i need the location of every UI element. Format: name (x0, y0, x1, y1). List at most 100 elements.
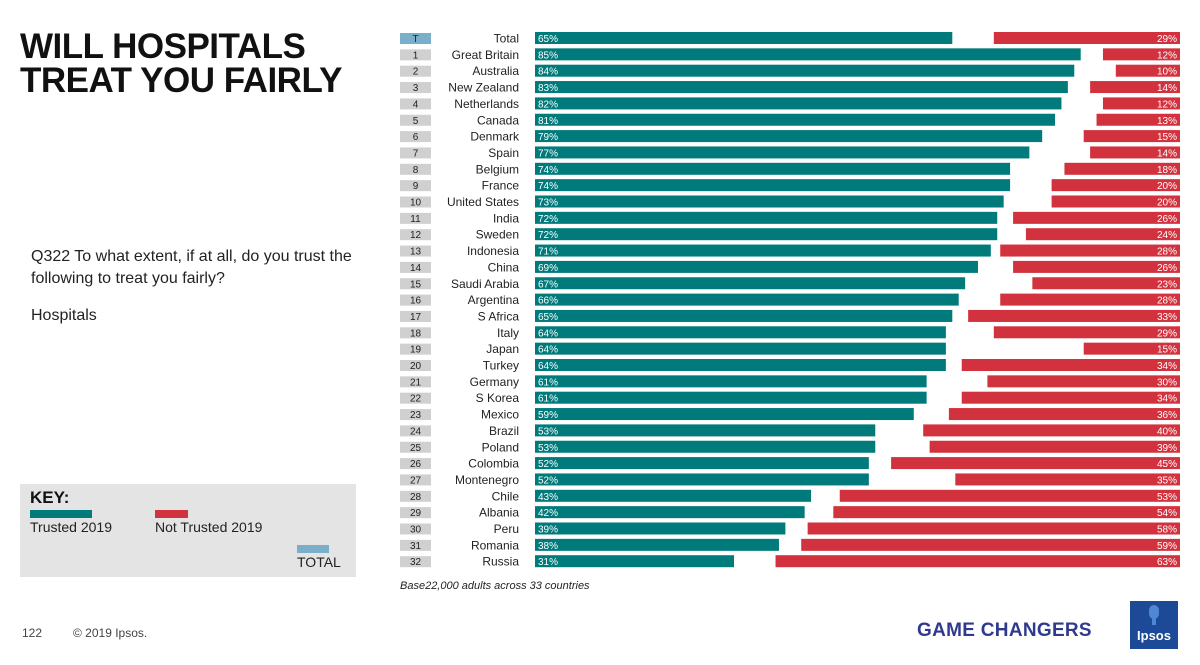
page-title: WILL HOSPITALS TREAT YOU FAIRLY (20, 27, 342, 100)
rank-label: 11 (410, 214, 421, 225)
country-label: Mexico (481, 408, 519, 422)
rank-box (400, 147, 431, 159)
country-label: Argentina (468, 293, 520, 307)
rank-label: 4 (413, 99, 419, 110)
trusted-value-label: 79% (538, 132, 558, 143)
logo-mark-icon (1149, 605, 1159, 625)
rank-label: 18 (410, 328, 422, 339)
rank-box (400, 261, 431, 273)
country-label: Russia (482, 555, 519, 569)
country-label: Peru (494, 522, 519, 536)
not-trusted-value-label: 29% (1157, 328, 1177, 339)
trusted-bar (535, 179, 1011, 192)
rank-box (400, 180, 431, 192)
country-label: Indonesia (467, 244, 519, 258)
rank-label: 9 (413, 181, 419, 192)
rank-box (400, 490, 431, 502)
not-trusted-value-label: 13% (1157, 116, 1177, 127)
rank-label: 5 (413, 116, 419, 127)
trusted-value-label: 69% (538, 263, 558, 274)
rank-box (400, 474, 431, 486)
country-label: Romania (471, 538, 519, 552)
trusted-bar (535, 48, 1081, 61)
legend-label-trusted: Trusted 2019 (30, 519, 112, 535)
not-trusted-bar (968, 309, 1180, 322)
not-trusted-value-label: 15% (1157, 345, 1177, 356)
rank-box (400, 212, 431, 224)
rank-label: 7 (413, 148, 419, 159)
trusted-bar (535, 522, 786, 535)
not-trusted-bar (1051, 179, 1180, 192)
copyright: © 2019 Ipsos. (73, 626, 148, 640)
not-trusted-value-label: 26% (1157, 263, 1177, 274)
rank-box (400, 360, 431, 371)
rank-label: 29 (410, 508, 422, 519)
not-trusted-bar (1090, 146, 1180, 159)
rank-box (400, 556, 431, 568)
survey-subject: Hospitals (31, 307, 97, 324)
not-trusted-value-label: 20% (1157, 198, 1177, 209)
trusted-value-label: 83% (538, 83, 558, 94)
country-label: Colombia (468, 457, 519, 471)
rank-label: 15 (410, 279, 422, 290)
not-trusted-bar (1051, 195, 1180, 208)
trusted-bar (535, 538, 779, 551)
country-label: United States (447, 195, 519, 209)
rank-box (400, 49, 431, 61)
country-label: Turkey (483, 359, 519, 373)
trusted-bar (535, 424, 876, 437)
trusted-bar (535, 130, 1043, 143)
trusted-value-label: 52% (538, 475, 558, 486)
not-trusted-value-label: 53% (1157, 492, 1177, 503)
not-trusted-value-label: 33% (1157, 312, 1177, 323)
trusted-value-label: 81% (538, 116, 558, 127)
not-trusted-value-label: 24% (1157, 230, 1177, 241)
not-trusted-bar (1013, 260, 1180, 273)
not-trusted-bar (1102, 48, 1180, 61)
trusted-bar (535, 113, 1056, 126)
rank-box (400, 33, 431, 44)
country-label: China (488, 260, 520, 274)
not-trusted-bar (801, 538, 1180, 551)
base-note: Base22,000 adults across 33 countries (400, 580, 590, 592)
not-trusted-bar (1000, 244, 1180, 257)
trusted-bar (535, 309, 953, 322)
not-trusted-value-label: 14% (1157, 148, 1177, 159)
trusted-bar (535, 440, 876, 453)
rank-label: 23 (410, 410, 422, 421)
not-trusted-bar (1032, 277, 1180, 290)
not-trusted-value-label: 58% (1157, 525, 1177, 536)
country-label: New Zealand (448, 81, 519, 95)
trusted-value-label: 82% (538, 99, 558, 110)
not-trusted-value-label: 12% (1157, 50, 1177, 61)
trusted-bar (535, 408, 914, 421)
legend-title: KEY: (30, 488, 70, 507)
not-trusted-bar (775, 555, 1180, 568)
not-trusted-bar (993, 326, 1180, 339)
rank-box (400, 294, 431, 306)
not-trusted-bar (833, 506, 1180, 519)
not-trusted-value-label: 45% (1157, 459, 1177, 470)
trusted-value-label: 42% (538, 508, 558, 519)
rank-label: 19 (410, 345, 422, 356)
country-label: Sweden (476, 228, 519, 242)
country-label: Spain (488, 146, 519, 160)
not-trusted-value-label: 36% (1157, 410, 1177, 421)
rank-box (400, 65, 431, 77)
rank-box (400, 327, 431, 339)
country-label: Germany (470, 375, 519, 389)
not-trusted-bar (923, 424, 1180, 437)
not-trusted-bar (987, 375, 1180, 388)
trusted-bar (535, 228, 998, 241)
rank-box (400, 82, 431, 94)
trusted-value-label: 66% (538, 296, 558, 307)
rank-box (400, 229, 431, 241)
not-trusted-bar (1083, 130, 1180, 143)
rank-box (400, 98, 431, 110)
trusted-bar (535, 146, 1030, 159)
rank-label: 24 (410, 426, 422, 437)
logo-text: Ipsos (1137, 628, 1171, 643)
trusted-value-label: 61% (538, 377, 558, 388)
trusted-value-label: 39% (538, 525, 558, 536)
not-trusted-value-label: 15% (1157, 132, 1177, 143)
